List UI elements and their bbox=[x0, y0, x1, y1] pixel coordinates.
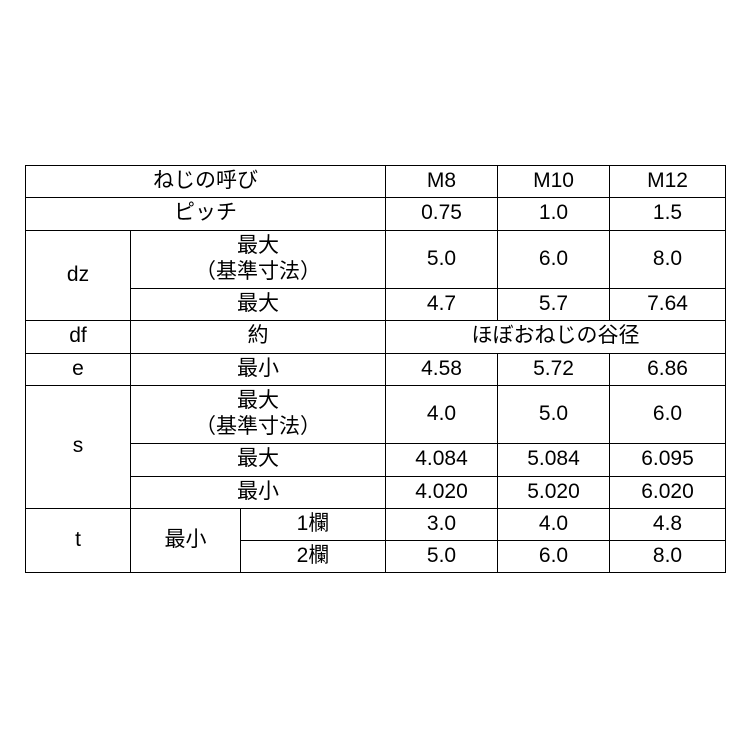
row-label: 1欄 bbox=[241, 508, 386, 540]
cell: 8.0 bbox=[610, 541, 726, 573]
table-row: 最大 4.7 5.7 7.64 bbox=[26, 289, 726, 321]
header-label: ねじの呼び bbox=[26, 166, 386, 198]
cell: 5.72 bbox=[498, 353, 610, 385]
cell: 4.0 bbox=[386, 385, 498, 444]
label-line1: 最大 bbox=[237, 389, 279, 412]
mid-label: 最小 bbox=[131, 508, 241, 573]
group-label-s: s bbox=[26, 385, 131, 508]
row-label: 2欄 bbox=[241, 541, 386, 573]
label-line1: 最大 bbox=[237, 234, 279, 257]
row-label: 最大 （基準寸法） bbox=[131, 385, 386, 444]
label-line2: （基準寸法） bbox=[195, 415, 321, 438]
table-row: ピッチ 0.75 1.0 1.5 bbox=[26, 198, 726, 230]
col-header: M8 bbox=[386, 166, 498, 198]
row-label: 最大 bbox=[131, 289, 386, 321]
col-header: M10 bbox=[498, 166, 610, 198]
cell: 4.0 bbox=[498, 508, 610, 540]
row-label: 最大 （基準寸法） bbox=[131, 230, 386, 289]
cell: 4.020 bbox=[386, 476, 498, 508]
row-label: 最小 bbox=[131, 476, 386, 508]
table-row: t 最小 1欄 3.0 4.0 4.8 bbox=[26, 508, 726, 540]
cell: 1.0 bbox=[498, 198, 610, 230]
cell: 5.7 bbox=[498, 289, 610, 321]
page-container: { "type": "table", "background_color": "… bbox=[0, 0, 750, 750]
cell: 6.020 bbox=[610, 476, 726, 508]
cell: 5.0 bbox=[386, 541, 498, 573]
cell: 6.0 bbox=[498, 230, 610, 289]
cell: 4.7 bbox=[386, 289, 498, 321]
row-label: 最大 bbox=[131, 444, 386, 476]
label-line2: （基準寸法） bbox=[195, 260, 321, 283]
cell: 6.0 bbox=[610, 385, 726, 444]
group-label-t: t bbox=[26, 508, 131, 573]
cell: 7.64 bbox=[610, 289, 726, 321]
table-row: ねじの呼び M8 M10 M12 bbox=[26, 166, 726, 198]
cell-span: ほぼおねじの谷径 bbox=[386, 321, 726, 353]
table-row: 最大 4.084 5.084 6.095 bbox=[26, 444, 726, 476]
table-row: 最小 4.020 5.020 6.020 bbox=[26, 476, 726, 508]
cell: 4.084 bbox=[386, 444, 498, 476]
group-label-dz: dz bbox=[26, 230, 131, 321]
cell: 6.86 bbox=[610, 353, 726, 385]
row-label: ピッチ bbox=[26, 198, 386, 230]
cell: 4.58 bbox=[386, 353, 498, 385]
cell: 6.095 bbox=[610, 444, 726, 476]
row-label: 最小 bbox=[131, 353, 386, 385]
cell: 1.5 bbox=[610, 198, 726, 230]
cell: 8.0 bbox=[610, 230, 726, 289]
table-row: s 最大 （基準寸法） 4.0 5.0 6.0 bbox=[26, 385, 726, 444]
cell: 4.8 bbox=[610, 508, 726, 540]
cell: 5.0 bbox=[386, 230, 498, 289]
table-row: dz 最大 （基準寸法） 5.0 6.0 8.0 bbox=[26, 230, 726, 289]
group-label-e: e bbox=[26, 353, 131, 385]
cell: 3.0 bbox=[386, 508, 498, 540]
col-header: M12 bbox=[610, 166, 726, 198]
cell: 0.75 bbox=[386, 198, 498, 230]
cell: 6.0 bbox=[498, 541, 610, 573]
spec-table: ねじの呼び M8 M10 M12 ピッチ 0.75 1.0 1.5 dz 最大 … bbox=[25, 165, 726, 573]
cell: 5.084 bbox=[498, 444, 610, 476]
row-label: 約 bbox=[131, 321, 386, 353]
table-row: e 最小 4.58 5.72 6.86 bbox=[26, 353, 726, 385]
table-row: df 約 ほぼおねじの谷径 bbox=[26, 321, 726, 353]
group-label-df: df bbox=[26, 321, 131, 353]
cell: 5.020 bbox=[498, 476, 610, 508]
cell: 5.0 bbox=[498, 385, 610, 444]
